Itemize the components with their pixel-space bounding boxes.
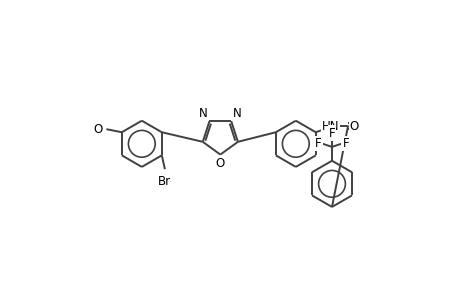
Text: N: N xyxy=(199,106,207,120)
Text: F: F xyxy=(314,137,321,150)
Text: O: O xyxy=(93,123,102,136)
Text: Br: Br xyxy=(158,176,171,188)
Text: F: F xyxy=(342,137,348,150)
Text: HN: HN xyxy=(321,120,338,133)
Text: F: F xyxy=(328,127,335,140)
Text: O: O xyxy=(215,157,224,170)
Text: O: O xyxy=(349,120,358,133)
Text: N: N xyxy=(232,106,241,120)
